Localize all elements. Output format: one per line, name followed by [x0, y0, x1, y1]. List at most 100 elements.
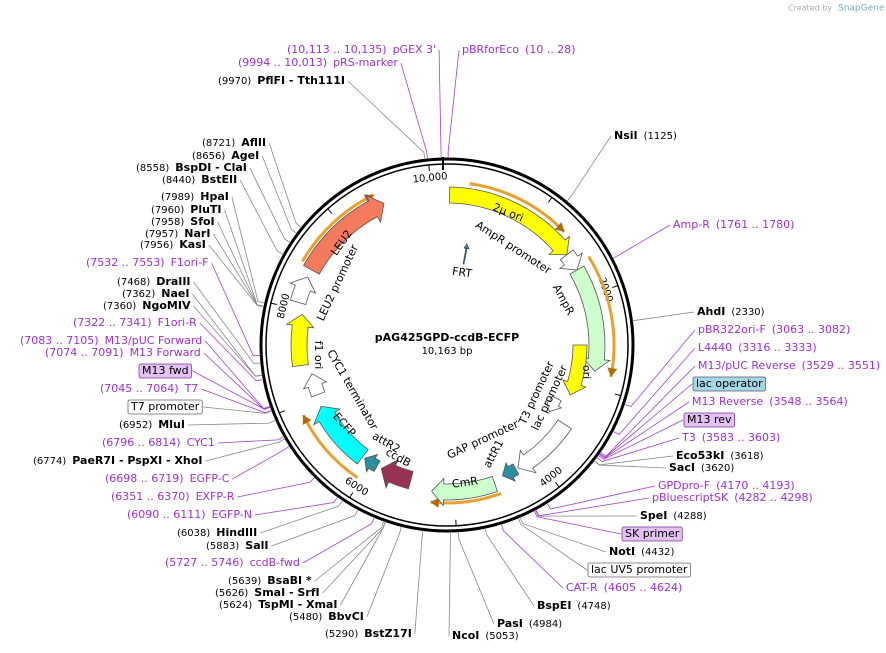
site-name: EGFP-N — [212, 508, 252, 521]
orf-arc — [587, 255, 616, 378]
leader-line — [366, 526, 402, 618]
position-label: (7045 .. 7064) — [100, 382, 179, 395]
leader-line — [203, 352, 271, 410]
ruler-tick — [612, 285, 619, 289]
site-name: BsaBI * — [267, 574, 312, 587]
site-name: MluI — [158, 418, 185, 431]
position-label: (3620) — [701, 463, 734, 474]
position-label: (7958) — [151, 217, 184, 228]
feature-box — [683, 412, 735, 428]
position-label: (5727 .. 5746) — [165, 556, 244, 569]
leader-line — [500, 523, 564, 589]
site-name: TspMI - XmaI — [258, 598, 337, 611]
leader-line — [192, 370, 271, 410]
leader-line — [546, 485, 656, 510]
position-label: (8656) — [192, 151, 225, 162]
position-label: (3548 .. 3564) — [769, 395, 848, 408]
site-name: AflII — [241, 136, 266, 149]
position-label: (3316 .. 3333) — [738, 341, 817, 354]
position-label: (7360) — [103, 301, 136, 312]
leader-line — [596, 437, 680, 462]
position-label: (3529 .. 3551) — [802, 359, 881, 372]
site-name: HpaI — [200, 190, 229, 203]
position-label: (7957) — [145, 229, 178, 240]
site-name: PaeR7I - PspXI - XhoI — [72, 454, 202, 467]
ruler-label: 8000 — [276, 293, 293, 320]
leader-line — [224, 209, 265, 307]
leader-line — [217, 436, 285, 444]
position-label: (5883) — [206, 541, 239, 552]
leader-line — [517, 517, 588, 571]
site-name: NgoMIV — [142, 299, 191, 312]
orf-arc — [301, 193, 375, 263]
ruler-tick — [548, 197, 553, 203]
position-label: (7468) — [117, 277, 150, 288]
position-label: (8721) — [202, 138, 235, 149]
map-feature-label: ori — [580, 365, 593, 379]
position-label: (4748) — [577, 601, 610, 612]
position-label: (9970) — [218, 76, 251, 87]
position-label: (8558) — [136, 163, 169, 174]
leader-line — [192, 293, 263, 377]
leader-line — [205, 438, 286, 462]
leader-line — [237, 477, 316, 498]
arrow-frt — [462, 243, 470, 265]
site-name: pGEX 3' — [393, 43, 437, 56]
site-name: CAT-R — [566, 581, 598, 594]
arrow-ccdb — [380, 458, 414, 490]
site-name: EXFP-R — [196, 490, 235, 503]
site-name: pRS-marker — [333, 56, 398, 69]
feature-box — [587, 562, 691, 578]
site-name: M13 Reverse — [692, 395, 763, 408]
feature-box — [621, 526, 683, 542]
map-feature-label: FRT — [451, 265, 473, 281]
arrow-attr2 — [364, 453, 381, 473]
position-label: (5290) — [325, 629, 358, 640]
site-name: SpeI — [640, 509, 667, 522]
site-name: HindIII — [216, 526, 257, 539]
leader-line — [448, 531, 451, 637]
site-name: pBR322ori-F — [698, 323, 766, 336]
arrow-f1-ori — [285, 313, 315, 368]
arrow-ampr — [569, 265, 611, 372]
credit: Created by — [788, 4, 832, 13]
leader-line — [438, 49, 442, 159]
feature-box-label: T7 promoter — [130, 400, 200, 413]
leader-line — [597, 419, 684, 460]
leader-line — [484, 527, 535, 607]
site-name: BbvCI — [328, 610, 364, 623]
leader-line — [599, 383, 693, 458]
site-name: pBRforEco — [462, 43, 519, 56]
plasmid-name: pAG425GPD-ccdB-ECFP — [375, 331, 519, 344]
position-label: (9994 .. 10,013) — [238, 56, 327, 69]
site-name: SfoI — [190, 215, 214, 228]
arrow-ori — [562, 344, 588, 396]
map-feature-label: f1 ori — [312, 341, 325, 370]
site-name: AhdI — [697, 305, 725, 318]
leader-line — [593, 455, 674, 466]
position-label: (6038) — [177, 528, 210, 539]
leader-line — [340, 521, 386, 606]
arrow-gap-promoter — [517, 419, 572, 474]
site-name: BstZ17I — [364, 627, 412, 640]
position-label: (6952) — [119, 420, 152, 431]
position-label: (5624) — [219, 600, 252, 611]
leader-line — [400, 62, 428, 160]
feature-box-label: SK primer — [625, 527, 680, 540]
feature-box — [127, 399, 203, 415]
leader-line — [231, 196, 265, 304]
ruler-tick — [555, 482, 560, 488]
ruler-tick — [327, 208, 333, 214]
leader-line — [187, 419, 276, 426]
position-label: (4984) — [529, 619, 562, 630]
site-name: SalI — [245, 539, 268, 552]
arrow-leu2 — [303, 194, 385, 275]
site-name: CYC1 — [187, 436, 215, 449]
orf-head — [302, 415, 312, 425]
map-feature-label: CmR — [451, 474, 479, 491]
leader-line — [612, 224, 671, 259]
position-label: (3063 .. 3082) — [772, 323, 851, 336]
position-label: (10 .. 28) — [525, 43, 576, 56]
position-label: (7989) — [161, 192, 194, 203]
site-name: BstEII — [201, 173, 237, 186]
